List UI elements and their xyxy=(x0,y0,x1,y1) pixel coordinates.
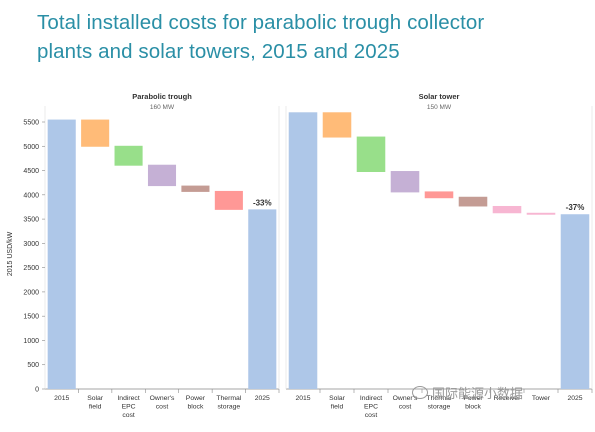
x-tick-label: cost xyxy=(122,412,135,419)
y-tick-label: 4500 xyxy=(23,168,39,175)
y-tick-label: 0 xyxy=(35,387,39,394)
y-tick-label: 500 xyxy=(27,362,39,369)
x-tick-label: EPC xyxy=(122,404,136,411)
step-bar xyxy=(147,164,177,187)
step-bar xyxy=(492,205,522,214)
y-axis-label: 2015 USD/kW xyxy=(7,231,14,276)
x-tick-label: Owner's xyxy=(150,395,175,402)
y-tick-label: 3000 xyxy=(23,241,39,248)
chart-title: Total installed costs for parabolic trou… xyxy=(37,8,577,66)
y-tick-label: 5000 xyxy=(23,144,39,151)
step-bar xyxy=(322,112,352,138)
waterfall-charts: Parabolic trough 160 MW 0 500 1000 1500 2000 25… xyxy=(0,84,595,427)
y-tick-label: 1500 xyxy=(23,314,39,321)
step-bar xyxy=(390,171,420,193)
step-bar xyxy=(181,185,210,192)
total-bar xyxy=(47,119,76,389)
change-annotation: -33% xyxy=(253,198,272,207)
x-tick-label: field xyxy=(89,404,102,411)
panel-title: Parabolic trough xyxy=(132,92,192,101)
step-bar xyxy=(114,145,143,166)
x-tick-label: cost xyxy=(365,412,378,419)
y-tick-label: 3500 xyxy=(23,217,39,224)
total-bar xyxy=(560,214,590,389)
x-tick-label: Power xyxy=(186,395,206,402)
x-tick-label: cost xyxy=(156,404,169,411)
panel-subtitle: 150 MW xyxy=(427,104,452,111)
x-tick-label: Solar xyxy=(329,395,346,402)
total-bar xyxy=(248,209,277,389)
waterfall-chart-svg: Parabolic trough 160 MW 0 500 1000 1500 2000 25… xyxy=(7,92,593,419)
x-tick-label: field xyxy=(331,404,344,411)
y-tick-label: 2500 xyxy=(23,265,39,272)
y-tick-label: 1000 xyxy=(23,338,39,345)
y-tick-label: 5500 xyxy=(23,120,39,127)
panel-title: Solar tower xyxy=(419,92,460,101)
x-tick-label: Receiver xyxy=(494,395,522,402)
x-tick-label: Solar xyxy=(87,395,104,402)
x-tick-label: 2025 xyxy=(567,395,582,402)
step-bar xyxy=(214,190,243,210)
watermark: 国际能源小数据 xyxy=(412,383,523,402)
step-bar xyxy=(424,191,454,199)
x-tick-label: storage xyxy=(428,404,451,411)
step-bar xyxy=(356,136,386,173)
x-tick-label: Thermal xyxy=(216,395,241,402)
x-tick-label: Indirect xyxy=(360,395,382,402)
x-tick-label: block xyxy=(465,404,481,411)
y-tick-label: 4000 xyxy=(23,192,39,199)
x-tick-label: cost xyxy=(399,404,412,411)
step-bar xyxy=(458,196,488,207)
change-annotation: -37% xyxy=(566,203,585,212)
x-tick-label: 2015 xyxy=(295,395,310,402)
total-bar xyxy=(288,112,318,390)
chart-title-line-2: plants and solar towers, 2015 and 2025 xyxy=(37,40,400,63)
step-bar xyxy=(81,119,110,147)
x-tick-label: 2015 xyxy=(54,395,69,402)
wechat-icon xyxy=(412,386,428,399)
x-tick-label: Power xyxy=(463,395,483,402)
x-tick-label: block xyxy=(187,404,203,411)
chart-title-line-1: Total installed costs for parabolic trou… xyxy=(37,11,485,34)
x-tick-label: storage xyxy=(218,404,241,411)
x-tick-label: 2025 xyxy=(255,395,270,402)
x-tick-label: EPC xyxy=(364,404,378,411)
y-tick-label: 2000 xyxy=(23,289,39,296)
watermark-text: 国际能源小数据 xyxy=(432,387,524,402)
x-tick-label: Indirect xyxy=(117,395,139,402)
x-tick-label: Tower xyxy=(532,395,551,402)
x-tick-label: Owner's xyxy=(393,395,418,402)
panel-subtitle: 160 MW xyxy=(150,104,175,111)
step-bar xyxy=(526,212,556,215)
x-tick-label: Thermal xyxy=(427,395,452,402)
